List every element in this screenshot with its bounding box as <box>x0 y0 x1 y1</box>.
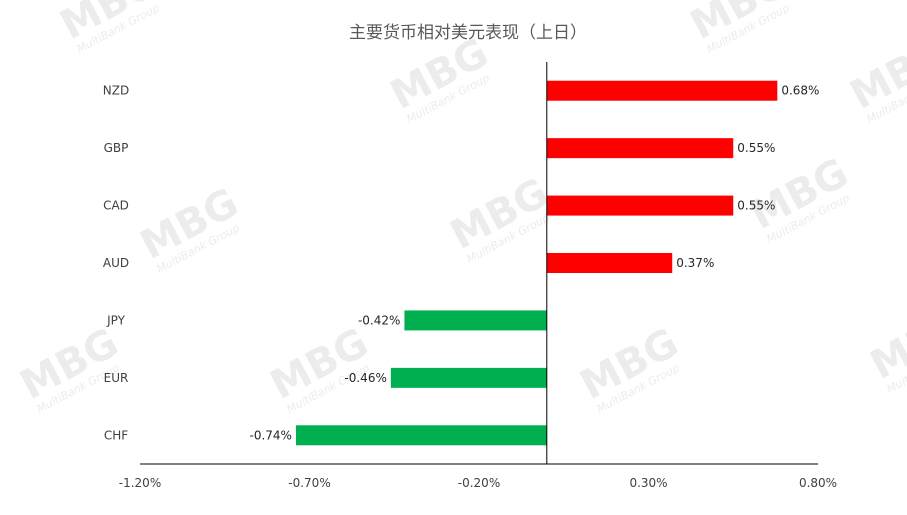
bar-aud <box>546 253 673 273</box>
category-label-gbp: GBP <box>104 141 129 155</box>
category-label-eur: EUR <box>104 371 129 385</box>
x-tick-label: -1.20% <box>119 476 161 490</box>
value-label-eur: -0.46% <box>344 371 386 385</box>
x-tick-label: -0.70% <box>288 476 330 490</box>
category-label-jpy: JPY <box>106 313 126 327</box>
category-label-cad: CAD <box>103 199 129 213</box>
x-tick-label: -0.20% <box>458 476 500 490</box>
bar-jpy <box>404 310 547 331</box>
bar-cad <box>546 195 734 216</box>
chart-title: 主要货币相对美元表现（上日） <box>349 23 587 43</box>
value-label-gbp: 0.55% <box>737 141 775 155</box>
value-label-chf: -0.74% <box>249 428 291 442</box>
bar-nzd <box>546 80 778 101</box>
bar-eur <box>390 367 547 388</box>
x-tick-label: 0.80% <box>799 476 837 490</box>
value-labels: 0.68% 0.55% 0.55% 0.37% -0.42% -0.46% -0.74% <box>249 84 819 443</box>
bars-group <box>295 80 778 446</box>
value-label-cad: 0.55% <box>737 199 775 213</box>
category-label-nzd: NZD <box>103 84 129 98</box>
value-label-nzd: 0.68% <box>781 84 819 98</box>
value-label-aud: 0.37% <box>676 256 714 270</box>
bar-gbp <box>546 138 734 159</box>
category-labels: NZD GBP CAD AUD JPY EUR CHF <box>103 84 129 443</box>
category-label-aud: AUD <box>103 256 129 270</box>
category-label-chf: CHF <box>104 428 128 442</box>
bar-chf <box>295 425 547 446</box>
value-label-jpy: -0.42% <box>358 313 400 327</box>
x-tick-labels: -1.20% -0.70% -0.20% 0.30% 0.80% <box>119 476 837 490</box>
x-tick-label: 0.30% <box>629 476 667 490</box>
